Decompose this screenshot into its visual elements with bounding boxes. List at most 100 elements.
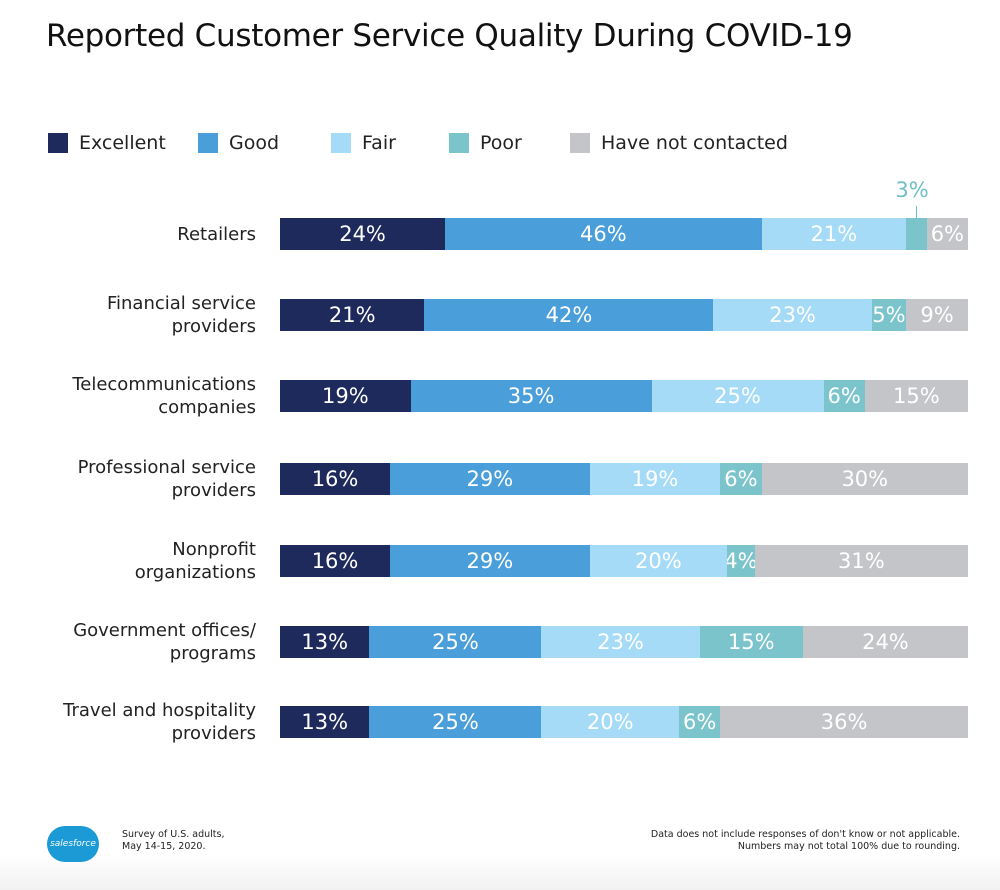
data-label: 6%	[827, 384, 861, 408]
bar-segment: 21%	[761, 218, 907, 250]
category-label: Professional service providers	[78, 456, 256, 502]
data-label: 24%	[862, 630, 909, 654]
category-label-line: Nonprofit	[172, 539, 256, 560]
bar-segment: 23%	[541, 626, 700, 658]
bar-segment: 25%	[369, 706, 542, 738]
data-label: 19%	[631, 467, 679, 491]
bar-segment: 9%	[906, 299, 968, 331]
legend-swatch	[449, 133, 469, 153]
leader-line	[916, 206, 918, 218]
bar-segment: 6%	[720, 463, 762, 495]
legend-swatch	[331, 133, 351, 153]
data-label: 6%	[683, 710, 717, 734]
data-label: 29%	[466, 549, 514, 573]
category-label-line: organizations	[134, 562, 256, 583]
logo-text: salesforce	[50, 839, 96, 849]
bar-segment: 13%	[280, 626, 370, 658]
salesforce-logo: salesforce	[47, 826, 99, 862]
category-label-line: Telecommunications	[72, 374, 256, 395]
category-label-line: Retailers	[177, 223, 256, 245]
data-label: 5%	[872, 303, 906, 327]
data-label: 15%	[727, 630, 775, 654]
data-label: 21%	[328, 303, 376, 327]
legend-label: Good	[229, 132, 280, 154]
category-label: Government offices/programs	[73, 619, 256, 665]
data-label: 15%	[893, 384, 940, 408]
bar-segment: 25%	[651, 380, 824, 412]
data-label: 6%	[724, 467, 758, 491]
data-label: 9%	[920, 303, 954, 327]
data-label: 36%	[820, 710, 868, 734]
data-label: 23%	[597, 630, 644, 654]
legend-item: Have not contacted	[570, 132, 788, 154]
category-label-line: Professional service	[77, 457, 256, 478]
source-line: May 14-15, 2020.	[122, 841, 206, 852]
data-label: 29%	[466, 467, 514, 491]
bar-segment: 20%	[541, 706, 680, 738]
bar-segment: 46%	[445, 218, 762, 250]
data-label: 30%	[841, 467, 889, 491]
bar-segment: 42%	[424, 299, 714, 331]
bar-segment: 15%	[699, 626, 803, 658]
data-label: 16%	[311, 467, 359, 491]
bar-segment: 5%	[871, 299, 907, 331]
source-line: Survey of U.S. adults,	[122, 829, 225, 840]
bar-segment: 16%	[280, 545, 391, 577]
legend-item: Fair	[331, 132, 396, 154]
chart-title: Reported Customer Service Quality During…	[46, 18, 853, 54]
data-label: 46%	[580, 222, 627, 246]
bar-segment: 35%	[410, 380, 652, 412]
bar-segment: 19%	[280, 380, 411, 412]
category-label-line: Financial service	[106, 293, 256, 314]
category-label-line: Travel and hospitality	[63, 700, 256, 721]
bar-segment: 13%	[280, 706, 370, 738]
bar-segment: 21%	[280, 299, 425, 331]
bar-segment: 36%	[720, 706, 968, 738]
footnote-line: Numbers may not total 100% due to roundi…	[737, 841, 960, 852]
legend-label: Fair	[362, 132, 396, 154]
legend-item: Poor	[449, 132, 522, 154]
category-label: Financial service providers	[107, 292, 256, 338]
bar-segment: 6%	[679, 706, 721, 738]
bar-segment: 24%	[802, 626, 968, 658]
data-label: 20%	[635, 549, 682, 573]
legend-swatch	[570, 133, 590, 153]
category-label: Retailers	[177, 223, 256, 246]
bar-segment: 29%	[390, 545, 590, 577]
data-label: 35%	[507, 384, 555, 408]
data-label: 42%	[545, 303, 593, 327]
bar-segment: 30%	[761, 463, 968, 495]
bar-segment: 15%	[864, 380, 968, 412]
legend-label: Poor	[480, 132, 522, 154]
data-label: 13%	[301, 630, 349, 654]
bar-segment: 25%	[369, 626, 542, 658]
data-label: 24%	[339, 222, 386, 246]
bar-segment: 23%	[713, 299, 872, 331]
data-label: 16%	[311, 549, 359, 573]
bar-segment: 6%	[926, 218, 968, 250]
data-label: 25%	[714, 384, 761, 408]
source-note: Survey of U.S. adults, May 14-15, 2020.	[122, 829, 225, 853]
bar-segment: 16%	[280, 463, 391, 495]
legend-label: Have not contacted	[601, 132, 788, 154]
data-label: 31%	[838, 549, 885, 573]
data-label: 19%	[322, 384, 369, 408]
bar-segment: 29%	[390, 463, 590, 495]
bar-segment	[906, 218, 927, 250]
category-label-line: providers	[171, 480, 256, 501]
category-label-line: providers	[171, 723, 256, 744]
data-label: 25%	[432, 630, 479, 654]
data-label: 6%	[930, 222, 965, 246]
legend-item: Good	[198, 132, 279, 154]
legend-swatch	[48, 133, 68, 153]
data-label: 20%	[586, 710, 634, 734]
category-label-line: companies	[158, 397, 256, 418]
category-label-line: Government offices/	[73, 620, 256, 641]
data-label: 25%	[432, 710, 479, 734]
bar-segment: 19%	[589, 463, 721, 495]
legend-swatch	[198, 133, 218, 153]
legend-item: Excellent	[48, 132, 166, 154]
data-label: 23%	[769, 303, 816, 327]
category-label-line: providers	[171, 316, 256, 337]
